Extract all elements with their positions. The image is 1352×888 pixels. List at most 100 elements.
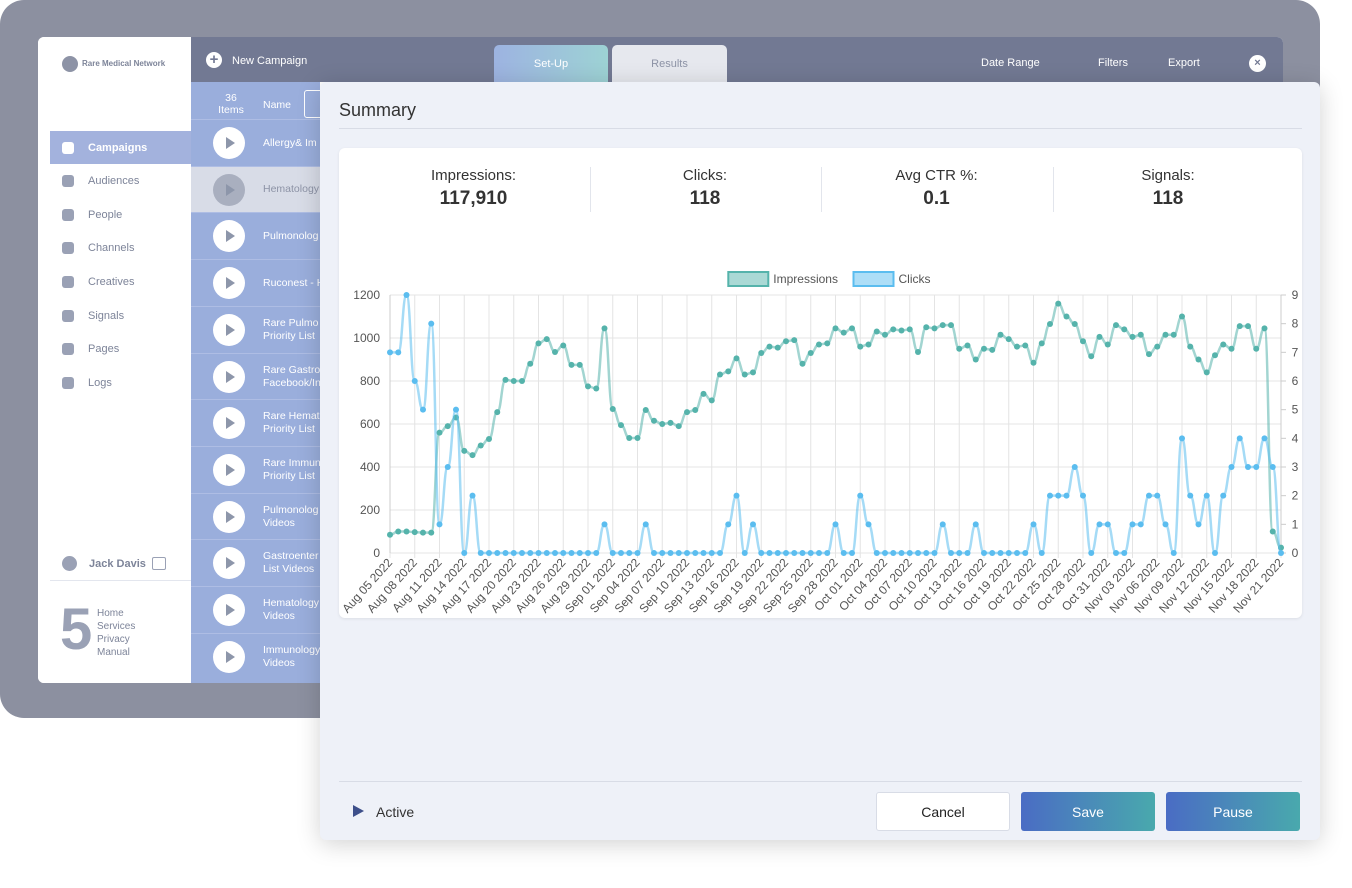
data-point [387, 531, 393, 538]
data-point [981, 550, 987, 556]
data-point [824, 550, 831, 556]
data-point [840, 329, 847, 336]
data-point [939, 521, 946, 528]
data-point [395, 349, 402, 356]
save-button[interactable]: Save [1021, 792, 1155, 831]
list-row[interactable]: Rare Hemat Priority List [191, 399, 320, 446]
row-label: Pulmonolog [263, 503, 319, 516]
brand: Rare Medical Network [82, 59, 166, 68]
data-point [750, 521, 756, 528]
data-point [824, 340, 831, 347]
nav-icon [62, 141, 74, 154]
new-campaign[interactable]: New Campaign [232, 55, 308, 67]
data-point [1179, 313, 1185, 320]
data-point [552, 550, 558, 556]
nav-item[interactable]: Logs [50, 366, 191, 399]
play-button[interactable] [213, 640, 245, 673]
list-row[interactable]: Pulmonolog [191, 212, 320, 259]
row-text: Pulmonolog [263, 213, 318, 259]
footer-link[interactable]: Privacy [97, 634, 130, 645]
data-point [576, 361, 583, 368]
data-point [956, 345, 963, 352]
data-point [1038, 340, 1045, 347]
y2-tick-label: 3 [1292, 460, 1299, 474]
data-point [1203, 369, 1210, 376]
close-button[interactable]: × [1249, 55, 1266, 72]
data-point [1253, 345, 1260, 352]
data-point [461, 550, 468, 556]
user-name[interactable]: Jack Davis [89, 558, 146, 570]
data-point [593, 385, 600, 392]
list-row[interactable]: Rare Immun Priority List [191, 445, 321, 493]
data-point [568, 361, 575, 368]
data-point [849, 325, 855, 332]
data-point [1236, 435, 1243, 442]
nav-item[interactable]: Campaigns [50, 131, 191, 164]
play-button[interactable] [213, 453, 245, 486]
data-point [1261, 325, 1268, 332]
nav-item[interactable]: Creatives [50, 265, 191, 298]
play-button[interactable] [213, 594, 245, 626]
y2-tick-label: 6 [1292, 374, 1299, 388]
play-button[interactable] [213, 407, 245, 440]
data-point [1096, 521, 1103, 528]
filters[interactable]: Filters [1098, 57, 1128, 69]
data-point [725, 521, 732, 528]
list-row[interactable]: Hematology [191, 165, 320, 213]
data-point [741, 371, 748, 378]
cancel-button[interactable]: Cancel [876, 792, 1010, 831]
list-row[interactable]: Rare Gastro Facebook/In [191, 352, 321, 400]
play-button[interactable] [213, 267, 245, 300]
nav-item[interactable]: Audiences [50, 165, 191, 198]
play-button[interactable] [213, 547, 245, 580]
row-label: Videos [263, 656, 295, 669]
nav-item[interactable]: People [50, 198, 191, 231]
data-point [1278, 550, 1284, 556]
data-point [461, 447, 468, 454]
item-count: 36 Items [211, 92, 251, 116]
pause-button[interactable]: Pause [1166, 792, 1300, 831]
tab-results[interactable]: Results [612, 45, 727, 82]
footer-link[interactable]: Home [97, 608, 124, 619]
list-row[interactable]: Immunology Videos [191, 632, 320, 680]
nav-item[interactable]: Signals [50, 299, 191, 332]
play-button[interactable] [213, 220, 245, 253]
list-row[interactable]: Rare Pulmo Priority List [191, 305, 320, 353]
nav-label: Signals [88, 309, 125, 322]
stat-label: Clicks: [682, 167, 728, 184]
plus-icon[interactable]: + [206, 52, 222, 68]
list-row[interactable]: Hematology Videos [191, 586, 320, 633]
data-point [411, 529, 418, 536]
list-row[interactable]: Ruconest - H [191, 259, 324, 306]
y2-tick-label: 2 [1292, 489, 1299, 503]
nav-item[interactable]: Pages [50, 333, 191, 366]
data-point [1187, 492, 1194, 499]
nav-item[interactable]: Channels [50, 232, 191, 265]
data-point [774, 550, 781, 556]
play-button[interactable] [213, 360, 245, 393]
export[interactable]: Export [1168, 57, 1200, 69]
list-row[interactable]: Gastroenter List Videos [191, 539, 320, 586]
column-name: Name [263, 99, 292, 111]
data-point [997, 550, 1004, 556]
data-point [717, 550, 723, 556]
date-range[interactable]: Date Range [981, 57, 1040, 69]
data-point [1162, 521, 1169, 528]
tab-setup[interactable]: Set-Up [494, 45, 608, 82]
play-button[interactable] [213, 500, 245, 533]
play-button[interactable] [213, 173, 245, 206]
list-row[interactable]: Pulmonolog Videos [191, 492, 320, 540]
data-point [1269, 464, 1276, 470]
play-button[interactable] [213, 313, 245, 346]
data-point [675, 550, 682, 556]
separator [50, 580, 191, 581]
footer-link[interactable]: Services [97, 621, 136, 632]
data-point [898, 327, 905, 334]
play-button[interactable] [213, 127, 245, 159]
nav-label: People [88, 208, 123, 221]
data-point [1005, 336, 1012, 343]
footer-link[interactable]: Manual [97, 647, 130, 658]
logout-icon[interactable] [152, 557, 166, 570]
data-point [1179, 435, 1185, 442]
list-row[interactable]: Allergy& Im [191, 119, 320, 166]
